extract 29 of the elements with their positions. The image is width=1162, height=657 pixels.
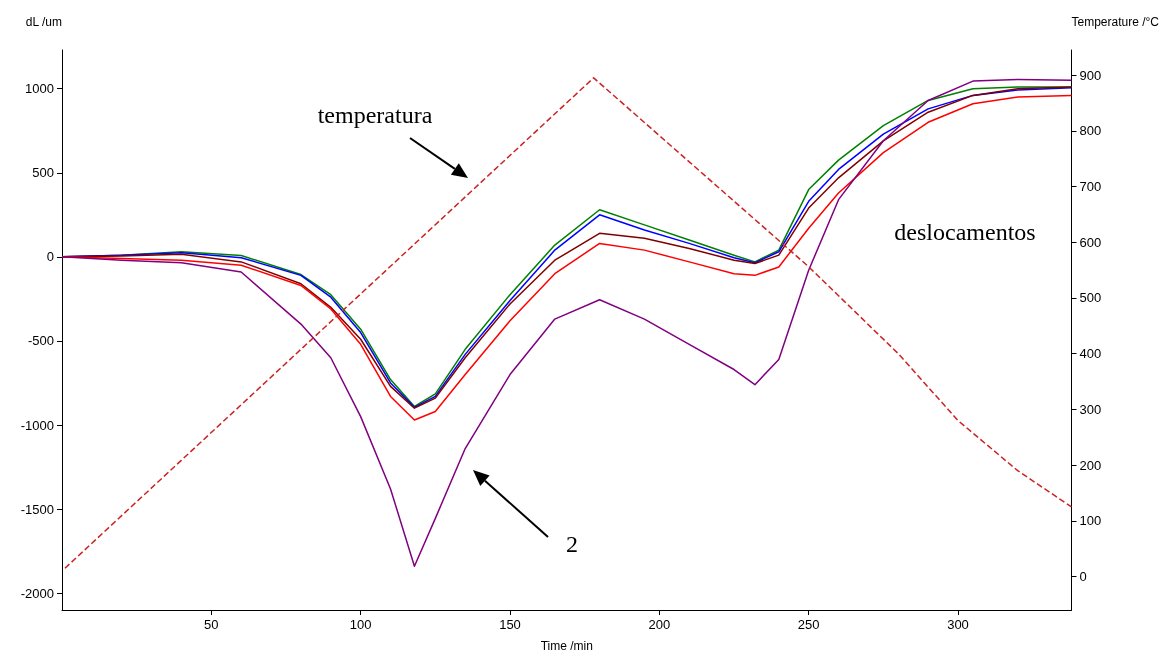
y2-tick-label: 100 [1079,513,1102,529]
y-tick-label: 0 [46,249,54,265]
y2-tick-label: 700 [1079,179,1102,195]
x-tick-label: 300 [947,617,969,632]
annotation: 2 [566,531,578,557]
x-tick-label: 150 [499,617,521,632]
y-tick-label: 500 [32,165,54,181]
y2-tick-label: 0 [1079,569,1087,585]
y-tick-label: -1000 [20,417,54,433]
x-tick-label: 50 [204,617,219,632]
y2-tick-label: 200 [1079,457,1102,473]
y2-tick-label: 800 [1079,123,1102,139]
y-axis-title: dL /um [25,15,62,29]
y2-axis-title: Temperature /°C [1071,15,1160,29]
y-tick-label: -500 [27,333,54,349]
y2-tick-label: 400 [1079,346,1102,362]
x-axis-title: Time /min [540,639,593,653]
annotation: temperatura [317,102,433,128]
y-tick-label: -2000 [20,585,54,601]
x-tick-label: 100 [349,617,372,632]
y2-tick-label: 900 [1079,67,1102,83]
y-tick-label: 1000 [25,81,54,97]
x-tick-label: 200 [648,617,671,632]
y2-tick-label: 300 [1079,401,1102,417]
annotation: deslocamentos [894,219,1036,245]
y-tick-label: -1500 [20,501,54,517]
y2-tick-label: 600 [1079,234,1102,250]
x-tick-label: 250 [797,617,820,632]
y2-tick-label: 500 [1079,290,1102,306]
